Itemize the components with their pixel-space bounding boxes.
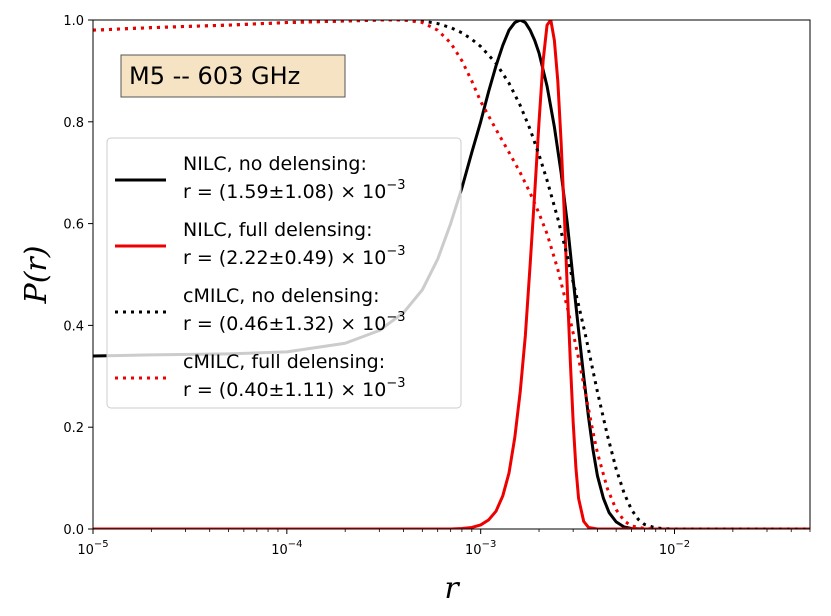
y-tick-label: 0.2 — [63, 421, 84, 436]
y-tick-label: 1.0 — [63, 14, 84, 29]
plot-area-frame — [92, 19, 811, 530]
legend-value-3: r = (0.46±1.32) × 10−3 — [183, 310, 406, 335]
model-frequency-annotation: M5 -- 603 GHz — [120, 54, 346, 98]
legend-value-4: r = (0.40±1.11) × 10−3 — [183, 376, 406, 401]
x-axis-label: r — [444, 571, 460, 606]
series-line-2 — [93, 20, 810, 529]
legend-label-4: cMILC, full delensing: — [183, 351, 385, 373]
legend-label-3: cMILC, no delensing: — [183, 285, 380, 307]
legend-label-1: NILC, no delensing: — [183, 153, 367, 175]
x-tick-label: 10−3 — [465, 539, 496, 558]
y-tick-label: 0.4 — [63, 319, 84, 334]
x-tick-label: 10−5 — [77, 539, 108, 558]
series-line-3 — [93, 20, 810, 529]
legend-box — [106, 137, 462, 409]
legend: NILC, no delensing: r = (1.59±1.08) × 10−… — [106, 137, 462, 409]
legend-value-2: r = (2.22±0.49) × 10−3 — [183, 244, 406, 269]
legend-label-2: NILC, full delensing: — [183, 219, 373, 241]
annotation-box — [120, 54, 346, 98]
legend-value-1: r = (1.59±1.08) × 10−3 — [183, 178, 406, 203]
annotation-text: M5 -- 603 GHz — [129, 62, 300, 90]
y-axis-label: P(r) — [19, 246, 54, 305]
series-line-4 — [93, 20, 810, 529]
axis-ticks-layer: 0.0 0.2 0.4 0.6 0.8 1.0 10−5 10−4 10−3 10−2 — [63, 14, 811, 558]
x-tick-label: 10−2 — [659, 539, 690, 558]
x-tick-label: 10−4 — [271, 539, 302, 558]
y-tick-label: 0.6 — [63, 218, 84, 233]
y-tick-label: 0.0 — [63, 523, 84, 538]
y-tick-label: 0.8 — [63, 116, 84, 131]
